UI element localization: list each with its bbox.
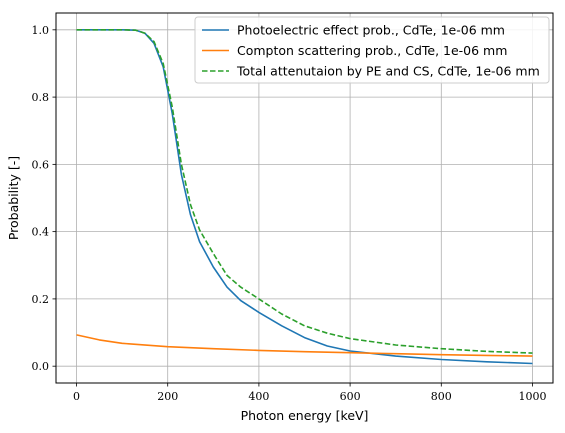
legend-entry: Photoelectric effect prob., CdTe, 1e-06 …	[237, 23, 505, 38]
x-tick-label: 200	[157, 390, 178, 403]
y-tick-label: 0.6	[32, 158, 50, 171]
x-tick-label: 0	[73, 390, 80, 403]
plot-frame	[55, 12, 554, 384]
series-layer	[76, 28, 533, 365]
y-tick-label: 0.0	[32, 360, 50, 373]
y-tick-label: 0.8	[32, 91, 50, 104]
x-tick-label: 400	[248, 390, 269, 403]
x-tick-label: 800	[431, 390, 452, 403]
y-tick-label: 0.2	[32, 293, 50, 306]
legend: Photoelectric effect prob., CdTe, 1e-06 …	[194, 16, 550, 84]
ticks: 0 200 400 600 800 1000 0.0 0.2 0.4 0.6 0.8 1.0	[32, 24, 547, 403]
x-tick-label: 1000	[518, 390, 546, 403]
y-axis-label: Probability [-]	[6, 156, 21, 240]
x-axis-label: Photon energy [keV]	[241, 408, 369, 423]
y-tick-label: 1.0	[32, 24, 50, 37]
y-tick-label: 0.4	[32, 226, 50, 239]
legend-entry: Total attenutaion by PE and CS, CdTe, 1e…	[236, 64, 540, 79]
legend-box	[194, 16, 550, 84]
series-line-3	[76, 28, 533, 354]
series-line-2	[76, 334, 533, 357]
legend-entry: Compton scattering prob., CdTe, 1e-06 mm	[237, 43, 507, 58]
x-tick-label: 600	[340, 390, 361, 403]
